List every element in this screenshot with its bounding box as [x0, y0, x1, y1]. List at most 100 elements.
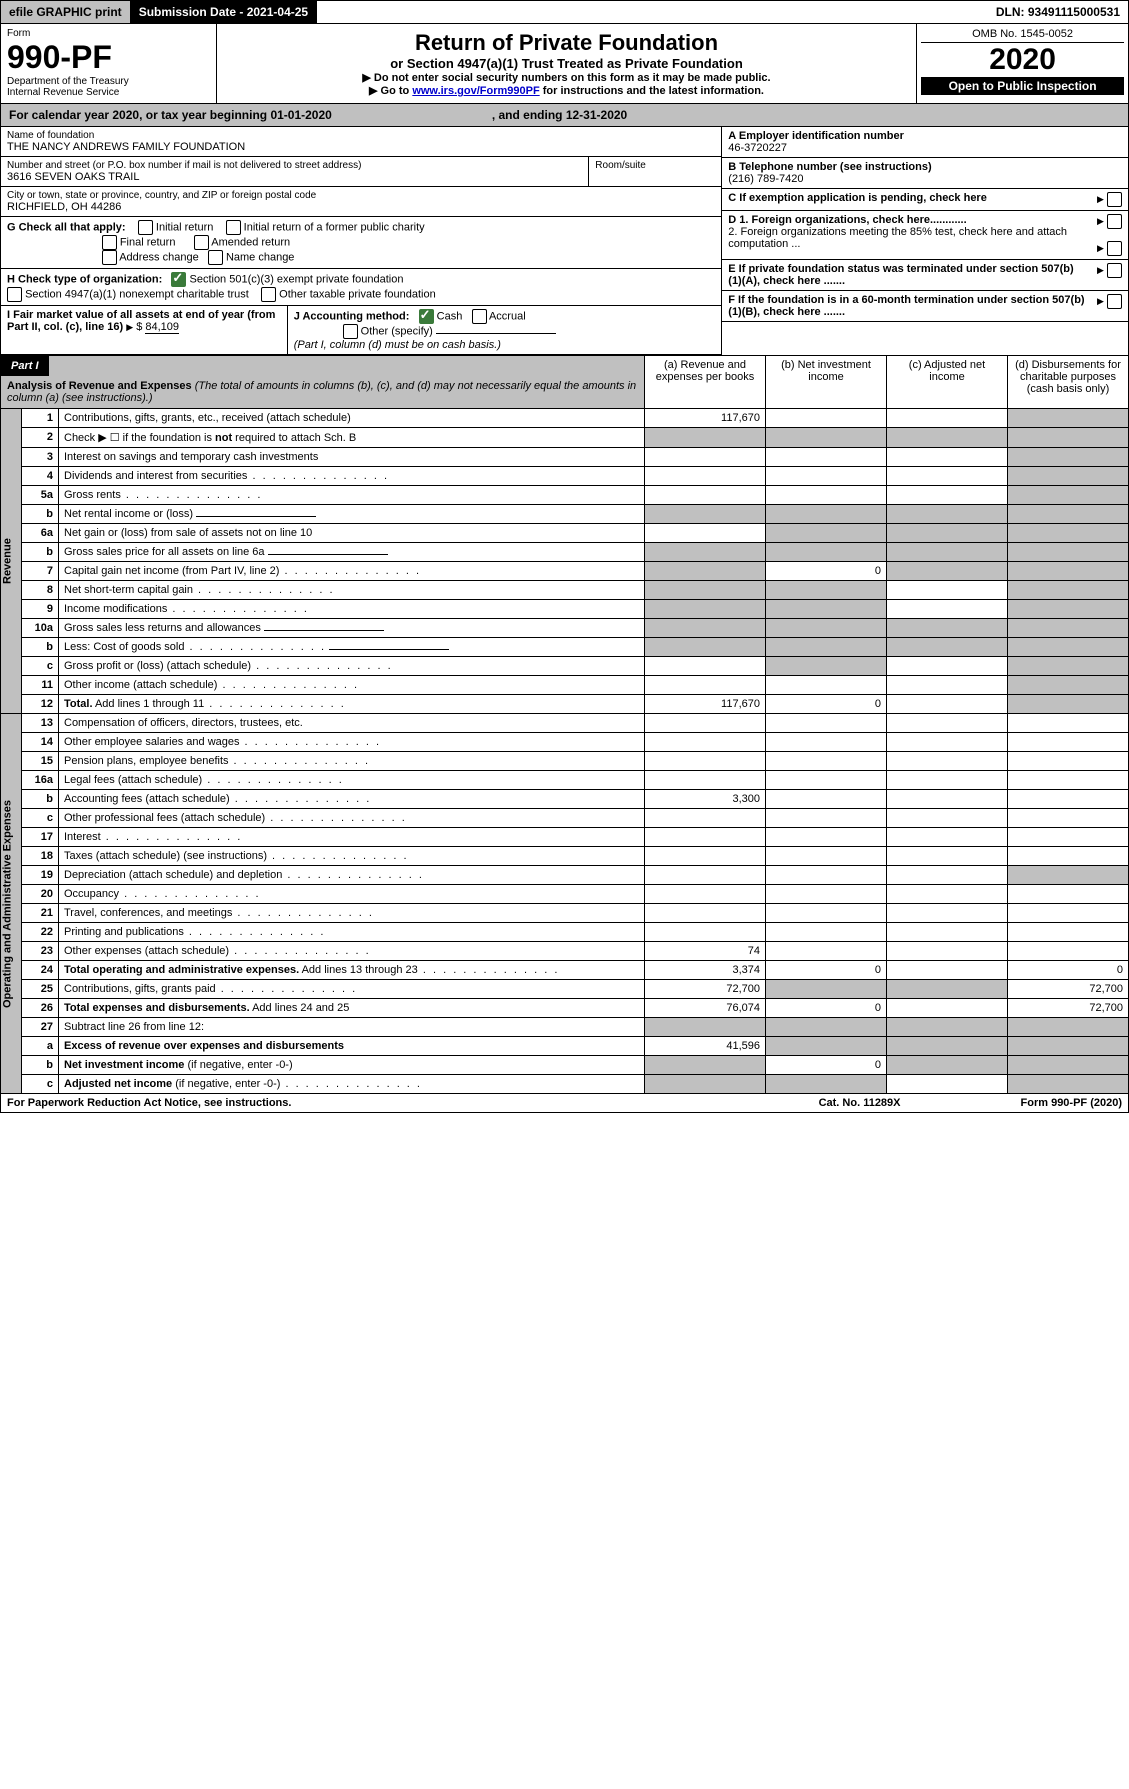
value-cell — [1008, 866, 1129, 885]
cb-other-taxable[interactable] — [261, 287, 276, 302]
submission-date: Submission Date - 2021-04-25 — [131, 1, 317, 23]
cb-amended[interactable] — [194, 235, 209, 250]
irs: Internal Revenue Service — [7, 87, 210, 98]
value-cell — [887, 409, 1008, 428]
row-description: Interest — [59, 828, 645, 847]
instr-2-post: for instructions and the latest informat… — [543, 85, 764, 97]
arrow-icon — [1097, 242, 1104, 254]
table-row: cGross profit or (loss) (attach schedule… — [1, 657, 1129, 676]
cb-name-change[interactable] — [208, 250, 223, 265]
opt-accrual: Accrual — [489, 310, 526, 322]
row-description: Contributions, gifts, grants paid — [59, 980, 645, 999]
cb-c[interactable] — [1107, 192, 1122, 207]
row-description: Printing and publications — [59, 923, 645, 942]
table-row: 19Depreciation (attach schedule) and dep… — [1, 866, 1129, 885]
value-cell — [1008, 524, 1129, 543]
row-number: 2 — [22, 428, 59, 448]
cb-d1[interactable] — [1107, 214, 1122, 229]
table-row: 15Pension plans, employee benefits — [1, 752, 1129, 771]
row-description: Less: Cost of goods sold — [59, 638, 645, 657]
value-cell — [766, 1018, 887, 1037]
page-title: Return of Private Foundation — [223, 30, 910, 56]
row-description: Depreciation (attach schedule) and deple… — [59, 866, 645, 885]
cb-initial-return[interactable] — [138, 220, 153, 235]
opt-cash: Cash — [437, 310, 463, 322]
efile-label: efile GRAPHIC print — [1, 1, 131, 23]
value-cell — [645, 923, 766, 942]
value-cell — [887, 657, 1008, 676]
f-label: F If the foundation is in a 60-month ter… — [722, 291, 1091, 321]
row-description: Capital gain net income (from Part IV, l… — [59, 562, 645, 581]
value-cell — [645, 676, 766, 695]
value-cell — [887, 695, 1008, 714]
table-row: 27Subtract line 26 from line 12: — [1, 1018, 1129, 1037]
value-cell — [887, 885, 1008, 904]
opt-final: Final return — [120, 236, 176, 248]
value-cell — [887, 923, 1008, 942]
row-description: Adjusted net income (if negative, enter … — [59, 1075, 645, 1094]
page-subtitle: or Section 4947(a)(1) Trust Treated as P… — [223, 56, 910, 71]
table-row: Revenue1Contributions, gifts, grants, et… — [1, 409, 1129, 428]
value-cell — [1008, 1075, 1129, 1094]
value-cell — [887, 638, 1008, 657]
cb-address-change[interactable] — [102, 250, 117, 265]
c-label: C If exemption application is pending, c… — [722, 189, 1091, 210]
value-cell — [1008, 809, 1129, 828]
arrow-icon — [126, 321, 133, 333]
footer-mid: Cat. No. 11289X — [819, 1097, 901, 1109]
value-cell: 72,700 — [645, 980, 766, 999]
value-cell — [1008, 923, 1129, 942]
value-cell — [645, 562, 766, 581]
value-cell — [1008, 1056, 1129, 1075]
cb-e[interactable] — [1107, 263, 1122, 278]
value-cell — [645, 752, 766, 771]
table-row: 8Net short-term capital gain — [1, 581, 1129, 600]
cb-501c3[interactable] — [171, 272, 186, 287]
table-row: 14Other employee salaries and wages — [1, 733, 1129, 752]
value-cell — [1008, 505, 1129, 524]
row-number: 25 — [22, 980, 59, 999]
col-c: (c) Adjusted net income — [887, 356, 1008, 409]
value-cell — [645, 486, 766, 505]
irs-link[interactable]: www.irs.gov/Form990PF — [412, 85, 539, 97]
table-row: 12Total. Add lines 1 through 11117,6700 — [1, 695, 1129, 714]
table-row: aExcess of revenue over expenses and dis… — [1, 1037, 1129, 1056]
cb-d2[interactable] — [1107, 241, 1122, 256]
cb-final-return[interactable] — [102, 235, 117, 250]
value-cell — [887, 942, 1008, 961]
cb-initial-former[interactable] — [226, 220, 241, 235]
cb-f[interactable] — [1107, 294, 1122, 309]
value-cell — [887, 733, 1008, 752]
cb-other-method[interactable] — [343, 324, 358, 339]
cb-4947[interactable] — [7, 287, 22, 302]
table-row: bNet investment income (if negative, ent… — [1, 1056, 1129, 1075]
row-number: b — [22, 638, 59, 657]
arrow-icon — [1097, 215, 1104, 227]
i-label: I Fair market value of all assets at end… — [7, 309, 275, 333]
cb-accrual[interactable] — [472, 309, 487, 324]
value-cell — [887, 562, 1008, 581]
value-cell — [645, 467, 766, 486]
value-cell — [645, 809, 766, 828]
cb-cash[interactable] — [419, 309, 434, 324]
table-row: 25Contributions, gifts, grants paid72,70… — [1, 980, 1129, 999]
value-cell: 0 — [766, 961, 887, 980]
opt-name: Name change — [226, 251, 295, 263]
table-row: 20Occupancy — [1, 885, 1129, 904]
value-cell — [887, 1037, 1008, 1056]
row-number: b — [22, 1056, 59, 1075]
d2-label: 2. Foreign organizations meeting the 85%… — [728, 226, 1085, 250]
value-cell — [1008, 771, 1129, 790]
d1-label: D 1. Foreign organizations, check here..… — [728, 214, 1085, 226]
value-cell — [887, 980, 1008, 999]
form-header: Form 990-PF Department of the Treasury I… — [0, 24, 1129, 104]
value-cell — [645, 904, 766, 923]
section-i: I Fair market value of all assets at end… — [1, 306, 288, 354]
instr-2-pre: ▶ Go to — [369, 85, 412, 97]
a-label: A Employer identification number — [728, 130, 1122, 142]
value-cell — [1008, 486, 1129, 505]
row-description: Subtract line 26 from line 12: — [59, 1018, 645, 1037]
value-cell — [766, 524, 887, 543]
value-cell — [887, 771, 1008, 790]
city-label: City or town, state or province, country… — [7, 190, 715, 201]
